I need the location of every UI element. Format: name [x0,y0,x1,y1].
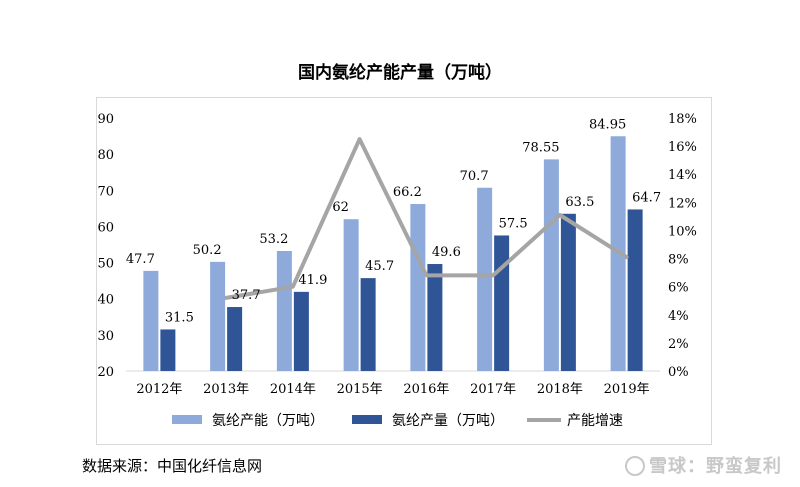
data-label-output: 41.9 [298,273,327,288]
bar-capacity [343,219,359,371]
data-label-capacity: 84.95 [589,117,626,132]
data-label-capacity: 66.2 [393,185,422,200]
data-label-capacity: 47.7 [126,252,155,267]
data-label-capacity: 50.2 [193,243,222,258]
bar-output [293,291,309,371]
bar-capacity [210,261,226,371]
series-line-growth [224,137,629,300]
legend-swatch [352,415,382,424]
y-tick-label: 40 [97,293,114,308]
data-label-output: 31.5 [165,310,194,325]
chart-frame [96,97,712,445]
data-label-capacity: 70.7 [460,169,489,184]
bar-output [427,264,443,371]
bar-capacity [410,204,426,371]
legend-label: 产能增速 [567,413,623,429]
x-tick-label: 2014年 [270,382,316,397]
data-labels: 47.7 31.5 50.2 37.7 53.2 41.9 62 45.7 66.2 49.6 70… [126,117,661,325]
data-label-capacity: 78.55 [522,140,559,155]
y-tick-label: 30 [97,329,114,344]
growth-line [224,137,629,300]
axes: 20 30 40 50 60 70 80 90 0% 2% 4% 6% 8% 10% 12% 14% 16% 18… [97,112,696,397]
x-tick-label: 2017年 [470,382,516,397]
y2-tick-label: 12% [668,196,697,211]
watermark-text: 雪球：野蛮复利 [649,456,782,477]
y2-tick-label: 8% [668,253,689,268]
y-tick-label: 90 [97,112,114,127]
x-tick-label: 2013年 [203,382,249,397]
legend-label: 氨纶产量（万吨） [392,413,504,429]
bar-output [160,329,176,371]
x-tick-label: 2016年 [403,382,449,397]
x-tick-label: 2019年 [604,382,650,397]
data-label-output: 49.6 [432,245,461,260]
x-tick-label: 2015年 [337,382,383,397]
chart-title: 国内氨纶产能产量（万吨） [298,63,502,83]
legend: 氨纶产能（万吨） 氨纶产量（万吨） 产能增速 [172,413,623,429]
y-tick-label: 70 [97,184,114,199]
legend-label: 氨纶产能（万吨） [212,413,324,429]
bar-output [494,235,510,371]
y-tick-label: 50 [97,257,114,272]
data-label-output: 45.7 [365,259,394,274]
source-note: 数据来源：中国化纤信息网 [82,457,263,475]
data-label-output: 57.5 [499,216,528,231]
data-label-capacity: 62 [332,200,349,215]
bar-capacity [276,251,292,371]
bar-output [360,278,376,371]
y2-tick-label: 14% [668,168,697,183]
bar-capacity [477,187,493,371]
x-tick-label: 2018年 [537,382,583,397]
x-tick-label: 2012年 [136,382,182,397]
y-tick-label: 20 [97,365,114,380]
y2-tick-label: 0% [668,365,689,380]
data-label-output: 63.5 [565,195,594,210]
y2-tick-label: 16% [668,140,697,155]
bar-capacity [143,270,159,371]
watermark: 雪球：野蛮复利 [625,452,782,478]
bar-output [627,209,643,371]
legend-swatch [172,415,202,424]
y2-tick-label: 6% [668,281,689,296]
y2-tick-label: 18% [668,112,697,127]
data-label-output: 64.7 [632,190,661,205]
snowball-logo-icon [625,456,645,476]
data-label-capacity: 53.2 [259,232,288,247]
y2-tick-label: 4% [668,309,689,324]
y-tick-label: 80 [97,148,114,163]
y2-tick-label: 10% [668,224,697,239]
data-label-output: 37.7 [232,288,261,303]
bar-capacity [543,159,559,371]
bar-output [227,307,243,371]
bar-output [560,213,576,371]
y2-tick-label: 2% [668,337,689,352]
y-tick-label: 60 [97,220,114,235]
